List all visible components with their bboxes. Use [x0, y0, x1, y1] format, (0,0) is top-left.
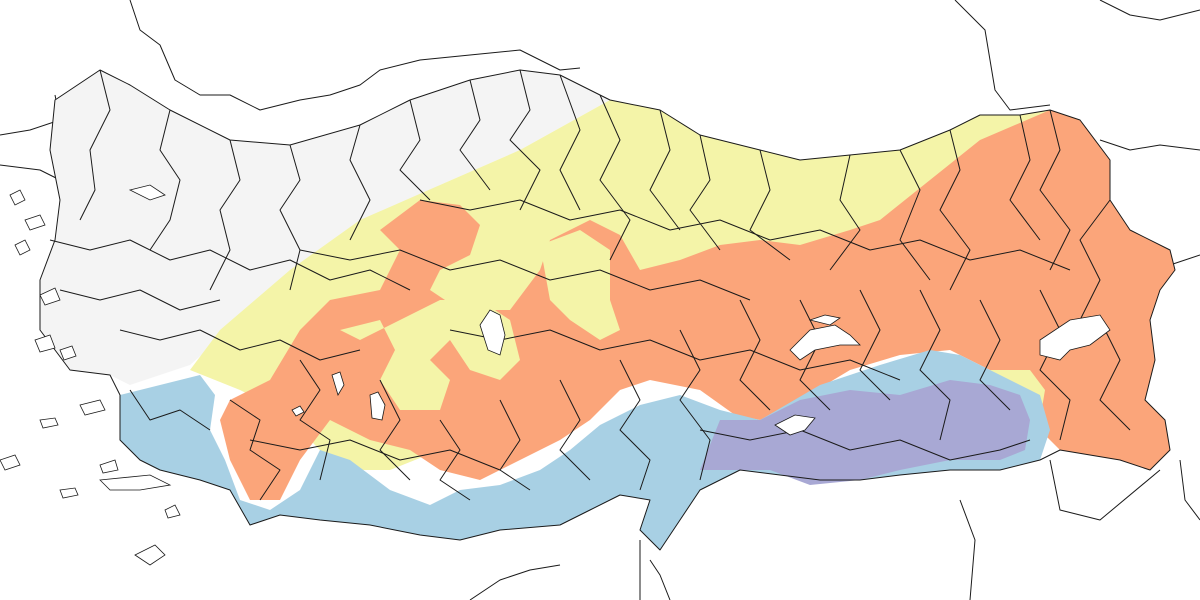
zone-yellow-inner-a	[340, 300, 520, 410]
lake-beysehir	[369, 391, 386, 421]
zone-none	[40, 70, 610, 385]
turkey-outline	[39, 69, 1176, 551]
lake-egirdir	[331, 371, 345, 396]
lakes	[128, 184, 1111, 436]
armenia-border	[1099, 139, 1200, 151]
lake-van	[1039, 314, 1111, 361]
greece-border	[0, 164, 61, 181]
lake-keban	[808, 314, 841, 326]
province-borders	[49, 69, 1131, 501]
caucasus-coast	[954, 0, 1051, 111]
lake-marmara-small	[128, 184, 166, 201]
cyprus-coast	[469, 564, 561, 600]
lake-ataturk-dam	[789, 324, 861, 361]
black-sea-north-coast	[129, 0, 581, 111]
lake-tuz	[479, 309, 506, 356]
levant-coast	[649, 559, 671, 600]
iran-border	[1169, 254, 1200, 266]
georgia-border	[1099, 0, 1200, 21]
syria-border-b	[959, 499, 976, 600]
iraq-border	[1179, 459, 1200, 521]
zone-yellow-inner-b	[540, 230, 620, 340]
syria-border-a	[1049, 459, 1161, 521]
islands	[0, 189, 181, 566]
lake-burdur	[291, 405, 305, 417]
lake-urfa-reservoir	[774, 414, 816, 436]
bulgaria-border	[0, 94, 61, 136]
